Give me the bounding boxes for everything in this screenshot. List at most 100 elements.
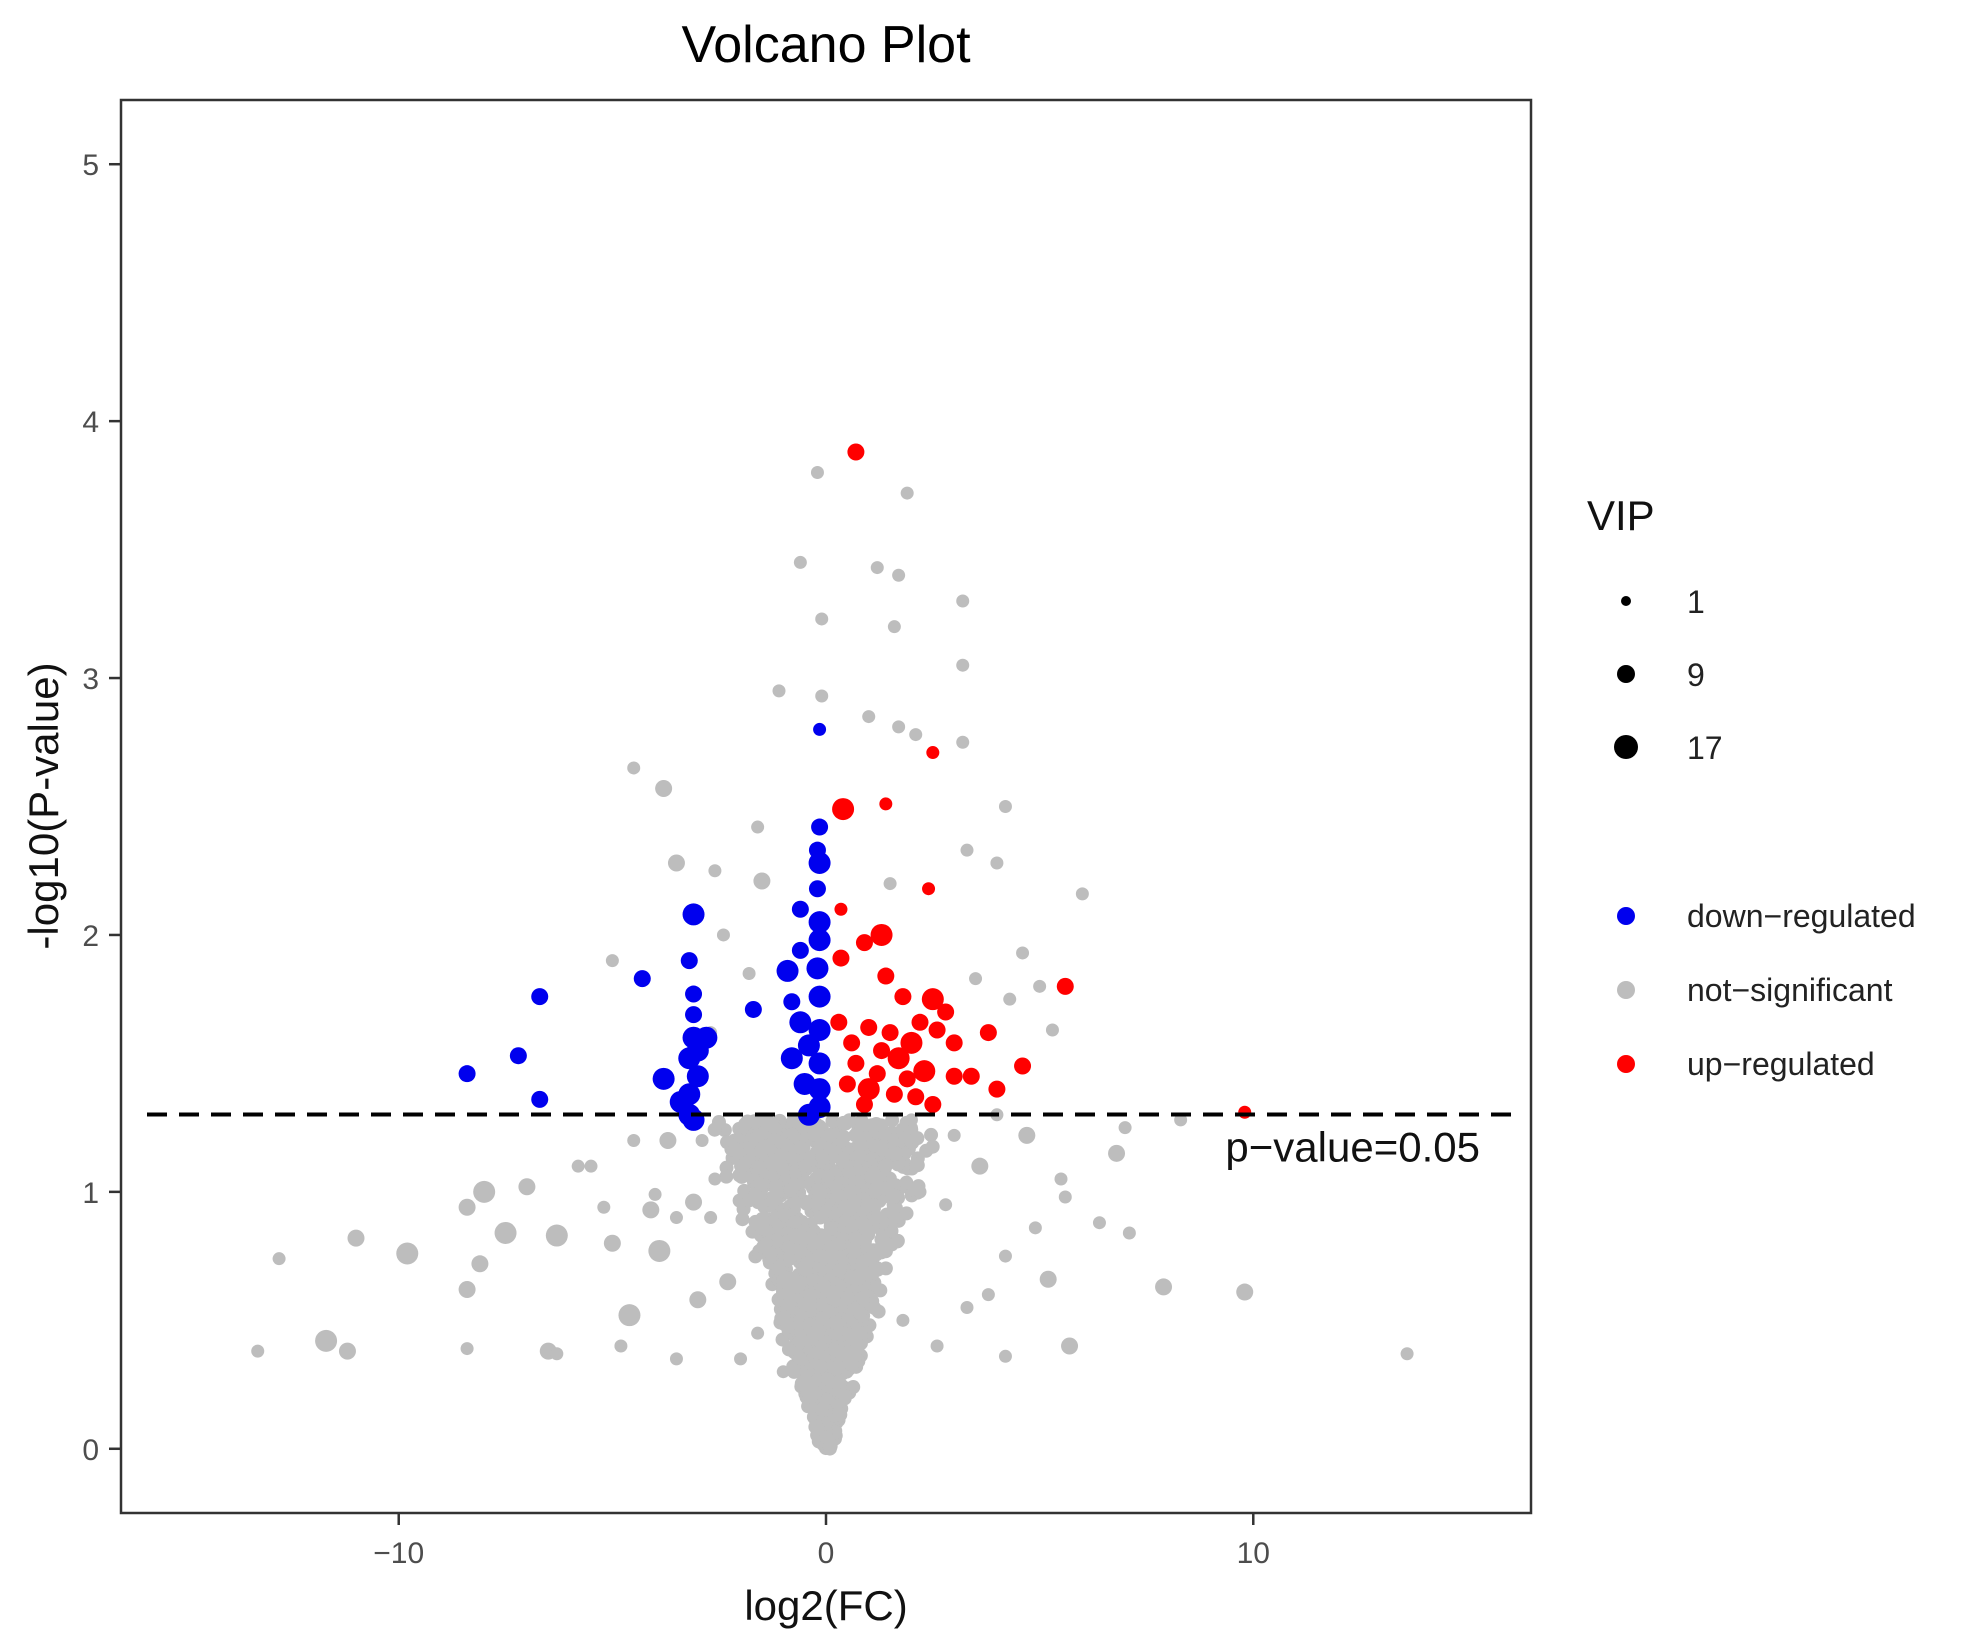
x-axis-title: log2(FC) xyxy=(744,1582,907,1629)
background-point xyxy=(822,1128,837,1143)
background-point xyxy=(886,1203,901,1218)
background-point xyxy=(793,1140,808,1155)
background-point xyxy=(886,1188,901,1203)
background-point xyxy=(778,1208,793,1223)
background-point xyxy=(870,1262,885,1277)
data-point-up-regulated xyxy=(832,949,850,967)
background-point xyxy=(803,1298,818,1313)
data-point-down-regulated xyxy=(791,900,809,918)
data-point-down-regulated xyxy=(808,1078,831,1101)
data-point-not-significant xyxy=(272,1252,286,1266)
background-point xyxy=(799,1196,814,1211)
data-point-not-significant xyxy=(471,1255,489,1273)
background-point xyxy=(855,1254,870,1269)
data-point-up-regulated xyxy=(911,1013,929,1031)
data-point-up-regulated xyxy=(855,1096,873,1114)
data-point-not-significant xyxy=(990,856,1004,870)
data-point-not-significant xyxy=(458,1280,476,1298)
data-point-not-significant xyxy=(892,720,906,734)
data-point-not-significant xyxy=(798,1159,812,1173)
background-point xyxy=(707,1122,722,1137)
background-point xyxy=(768,1155,783,1170)
data-point-not-significant xyxy=(772,684,786,698)
y-tick-label: 0 xyxy=(82,1434,99,1467)
data-point-not-significant xyxy=(251,1344,265,1358)
data-point-not-significant xyxy=(648,1187,662,1201)
data-point-not-significant xyxy=(956,735,970,749)
data-point-down-regulated xyxy=(808,1052,831,1075)
background-point xyxy=(781,1240,796,1255)
x-axis: −10 0 10 xyxy=(373,1513,1270,1570)
data-point-not-significant xyxy=(667,854,685,872)
data-point-not-significant xyxy=(742,966,756,980)
data-point-up-regulated xyxy=(988,1080,1006,1098)
data-point-not-significant xyxy=(1400,1347,1414,1361)
data-point-not-significant xyxy=(853,1133,867,1147)
data-point-not-significant xyxy=(887,620,901,634)
background-point xyxy=(852,1148,867,1163)
data-point-not-significant xyxy=(627,761,641,775)
y-tick-label: 5 xyxy=(82,149,99,182)
data-point-not-significant xyxy=(460,1342,474,1356)
data-point-not-significant xyxy=(603,1234,621,1252)
data-point-not-significant xyxy=(1016,946,1030,960)
data-point-not-significant xyxy=(734,1352,748,1366)
background-point xyxy=(786,1113,801,1128)
data-point-not-significant xyxy=(1075,887,1089,901)
background-point xyxy=(798,1262,813,1277)
background-point xyxy=(828,1343,843,1358)
data-point-not-significant xyxy=(810,466,824,480)
data-point-not-significant xyxy=(776,1365,790,1379)
background-point xyxy=(773,1134,788,1149)
background-point xyxy=(820,1169,835,1184)
background-point xyxy=(842,1113,857,1128)
data-point-not-significant xyxy=(597,1200,611,1214)
background-point xyxy=(845,1218,860,1233)
background-point xyxy=(782,1297,797,1312)
data-point-up-regulated xyxy=(881,1024,899,1042)
data-point-down-regulated xyxy=(808,911,831,934)
background-point xyxy=(889,1146,904,1161)
data-point-up-regulated xyxy=(843,1034,861,1052)
data-point-not-significant xyxy=(883,877,897,891)
data-point-not-significant xyxy=(759,1236,773,1250)
color-legend: down−regulated not−significant up−regulate… xyxy=(1617,898,1916,1082)
background-point xyxy=(810,1182,825,1197)
data-point-not-significant xyxy=(751,820,765,834)
color-legend-key xyxy=(1617,981,1635,999)
data-point-up-regulated xyxy=(907,1088,925,1106)
data-point-up-regulated xyxy=(834,902,848,916)
data-point-not-significant xyxy=(753,872,771,890)
background-point xyxy=(813,1210,828,1225)
data-point-not-significant xyxy=(1118,1121,1132,1135)
data-point-not-significant xyxy=(909,728,923,742)
background-point xyxy=(814,1402,829,1417)
data-point-not-significant xyxy=(1058,1190,1072,1204)
data-point-not-significant xyxy=(892,568,906,582)
background-point xyxy=(816,1278,831,1293)
background-point xyxy=(769,1183,784,1198)
data-point-not-significant xyxy=(627,1133,641,1147)
data-point-down-regulated xyxy=(531,988,549,1006)
color-legend-key xyxy=(1617,907,1635,925)
data-point-not-significant xyxy=(768,1121,782,1135)
data-point-not-significant xyxy=(998,1249,1012,1263)
data-point-not-significant xyxy=(956,594,970,608)
background-point xyxy=(813,1359,828,1374)
data-point-down-regulated xyxy=(808,880,826,898)
data-point-up-regulated xyxy=(894,988,912,1006)
background-point xyxy=(822,1440,837,1455)
background-point xyxy=(820,1372,835,1387)
background-point xyxy=(752,1160,767,1175)
data-point-not-significant xyxy=(659,1131,677,1149)
background-point xyxy=(807,1127,822,1142)
data-point-not-significant xyxy=(1045,1023,1059,1037)
background-point xyxy=(817,1230,832,1245)
data-point-not-significant xyxy=(1018,1126,1036,1144)
background-point xyxy=(879,1158,894,1173)
background-point xyxy=(848,1333,863,1348)
data-point-not-significant xyxy=(815,612,829,626)
data-point-not-significant xyxy=(1003,992,1017,1006)
background-point xyxy=(851,1271,866,1286)
